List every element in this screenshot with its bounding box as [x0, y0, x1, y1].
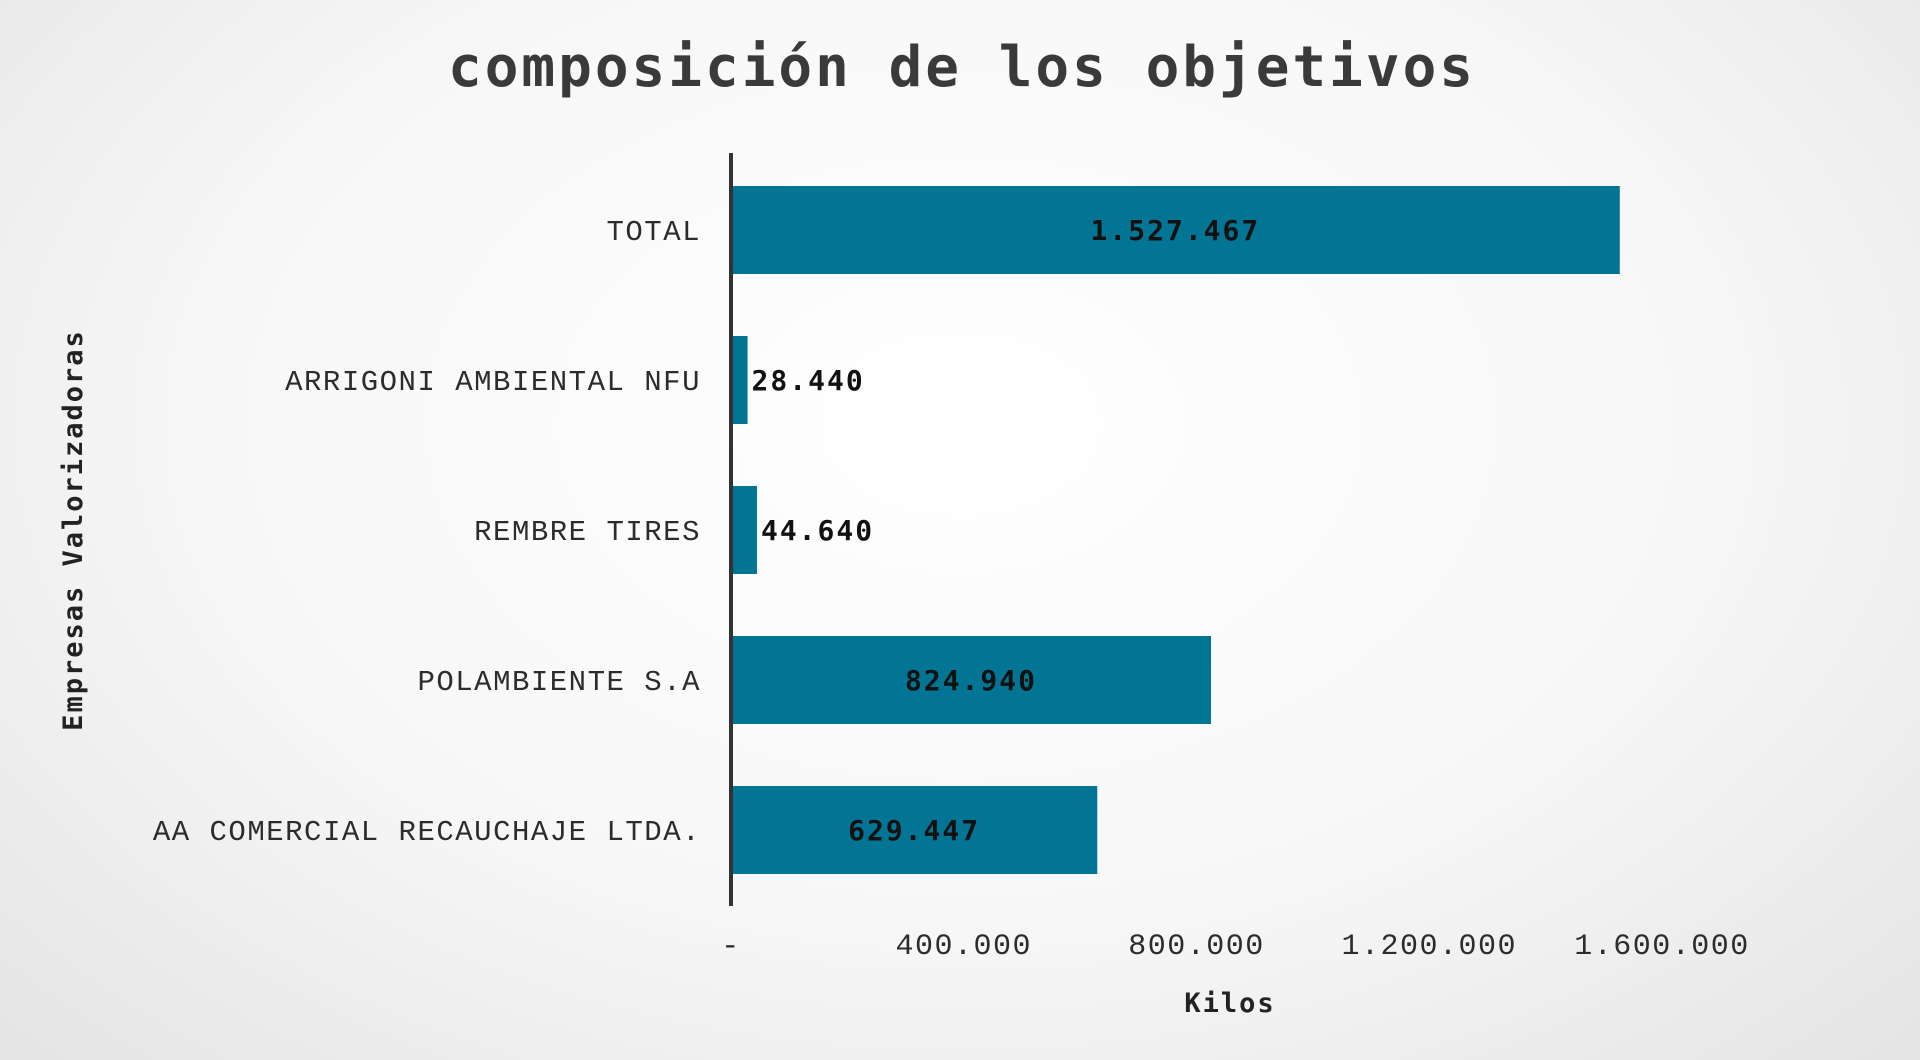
- bar-4: [731, 786, 1098, 874]
- y-axis-title: Empresas Valorizadoras: [58, 329, 89, 731]
- bars-layer: TOTAL 1.527.467 ARRIGONI AMBIENTAL NFU 28.4…: [153, 186, 1620, 874]
- data-label: 44.640: [761, 514, 874, 547]
- x-tick-label: 1.600.000: [1574, 930, 1750, 964]
- x-tick-label: 800.000: [1128, 930, 1265, 964]
- category-label: AA COMERCIAL RECAUCHAJE LTDA.: [153, 816, 701, 849]
- data-label: 629.447: [848, 814, 980, 847]
- data-label: 1.527.467: [1091, 214, 1261, 247]
- bar-1: [731, 336, 748, 424]
- bar-3: [731, 636, 1212, 724]
- chart-title: composición de los objetivos: [448, 35, 1476, 100]
- category-label: POLAMBIENTE S.A: [417, 666, 701, 699]
- x-tick-label: -: [721, 930, 741, 964]
- x-tick-label: 1.200.000: [1341, 930, 1517, 964]
- category-label: ARRIGONI AMBIENTAL NFU: [285, 366, 701, 399]
- category-label: TOTAL: [606, 216, 701, 249]
- x-axis-title: Kilos: [1184, 988, 1275, 1019]
- category-label: REMBRE TIRES: [474, 516, 701, 549]
- x-tick-label: 400.000: [895, 930, 1032, 964]
- data-label: 824.940: [905, 664, 1037, 697]
- x-axis-ticks: - 400.000 800.000 1.200.000 1.600.000: [721, 930, 1750, 964]
- bar-2: [731, 486, 757, 574]
- bar-0: [731, 186, 1620, 274]
- data-label: 28.440: [752, 364, 865, 397]
